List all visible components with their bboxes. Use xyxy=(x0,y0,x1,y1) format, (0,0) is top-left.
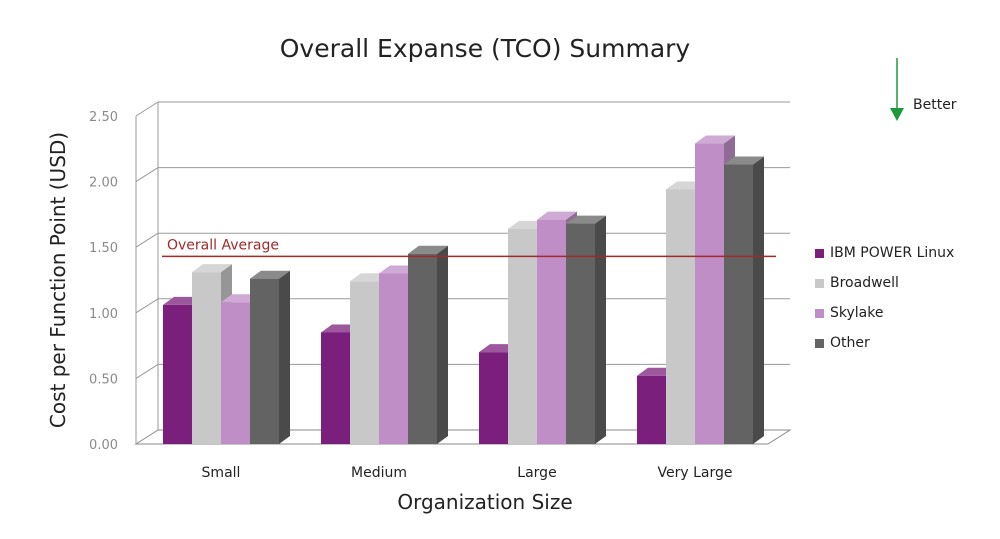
better-annotation: Better xyxy=(913,97,957,113)
y-tick-label: 0.00 xyxy=(89,438,118,453)
bar xyxy=(537,219,566,444)
bar-side xyxy=(437,245,448,444)
y-tick-label: 0.50 xyxy=(89,372,118,387)
gridline-diagonal xyxy=(135,363,159,379)
overall-average-label: Overall Average xyxy=(167,237,279,253)
legend-item: Other xyxy=(815,328,954,358)
x-tick-label: Very Large xyxy=(658,465,733,481)
x-tick-label: Medium xyxy=(351,465,407,481)
y-axis-label: Cost per Function Point (USD) xyxy=(46,131,70,429)
legend-item: Skylake xyxy=(815,298,954,328)
gridline-diagonal xyxy=(135,298,159,314)
chart-title: Overall Expanse (TCO) Summary xyxy=(279,34,691,63)
bar-side xyxy=(595,215,606,444)
bar-top xyxy=(724,156,764,165)
legend-swatch xyxy=(815,278,824,288)
bar xyxy=(508,228,537,444)
legend-label: IBM POWER Linux xyxy=(830,245,955,261)
bar xyxy=(666,189,695,444)
bar-top xyxy=(408,245,448,254)
bar xyxy=(350,281,379,444)
gridline-diagonal xyxy=(135,101,159,117)
bar-top xyxy=(192,264,232,273)
bar xyxy=(379,273,408,444)
bar xyxy=(566,223,595,444)
bar xyxy=(479,352,508,444)
bar xyxy=(695,143,724,444)
y-tick-label: 2.50 xyxy=(89,110,118,125)
bar xyxy=(408,253,437,444)
y-tick-label: 1.50 xyxy=(89,241,118,256)
bar-top xyxy=(537,211,577,220)
legend-swatch xyxy=(815,248,824,258)
bar xyxy=(221,302,250,444)
bar xyxy=(163,304,192,444)
x-tick-label: Large xyxy=(517,465,556,481)
legend: IBM POWER Linux Broadwell Skylake Other xyxy=(815,238,954,358)
legend-label: Other xyxy=(830,335,870,351)
legend-item: Broadwell xyxy=(815,268,954,298)
bar xyxy=(321,332,350,444)
x-tick-label: Small xyxy=(202,465,241,481)
y-tick-label: 1.00 xyxy=(89,307,118,322)
bar-side xyxy=(753,156,764,444)
x-axis-label: Organization Size xyxy=(397,490,573,514)
better-arrow-icon xyxy=(890,108,904,121)
legend-label: Broadwell xyxy=(830,275,899,291)
bar xyxy=(724,164,753,444)
bar xyxy=(192,272,221,444)
bar-top xyxy=(250,270,290,279)
gridline-diagonal xyxy=(135,167,159,183)
legend-label: Skylake xyxy=(830,305,884,321)
y-tick-label: 2.00 xyxy=(89,176,118,191)
legend-item: IBM POWER Linux xyxy=(815,238,954,268)
bar-side xyxy=(279,270,290,444)
legend-swatch xyxy=(815,338,824,348)
bar-top xyxy=(695,135,735,144)
gridline-diagonal xyxy=(135,232,159,248)
bar xyxy=(250,278,279,444)
legend-swatch xyxy=(815,308,824,318)
bar xyxy=(637,375,666,444)
bar-top xyxy=(566,215,606,224)
